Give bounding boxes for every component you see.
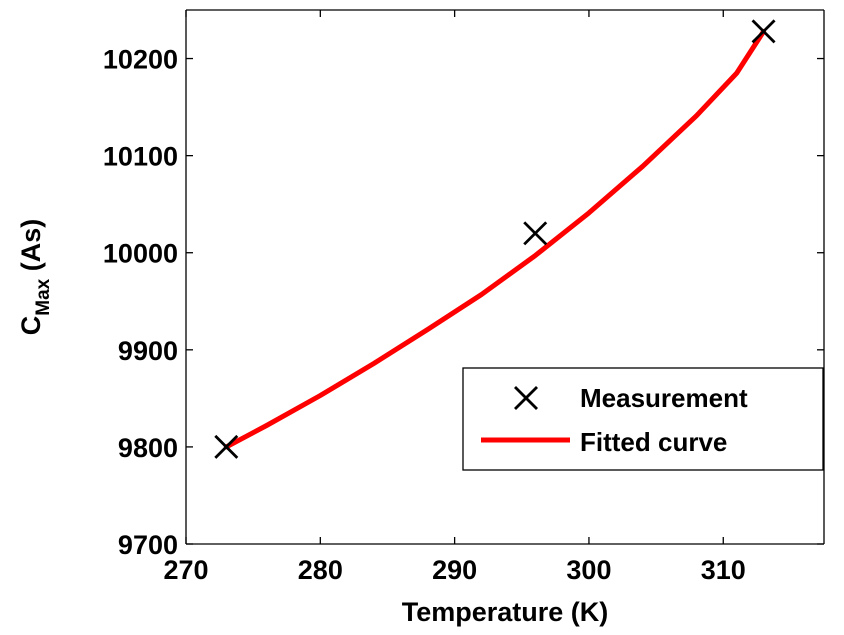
y-axis-title-main: C (16, 316, 46, 336)
legend-marker-measurement (514, 386, 538, 410)
x-tick-label: 270 (163, 555, 208, 585)
legend-label-fitted-curve: Fitted curve (580, 427, 727, 457)
x-tick-label: 280 (298, 555, 343, 585)
legend: Measurement Fitted curve (462, 367, 824, 471)
series-layer (214, 19, 776, 459)
y-axis-title-subscript: Max (33, 278, 54, 315)
fitted-curve-line (223, 28, 767, 450)
legend-box (462, 367, 824, 471)
measurement-point (214, 434, 239, 459)
x-tick-label: 310 (701, 555, 746, 585)
x-tick-label: 290 (432, 555, 477, 585)
y-tick-label: 10000 (103, 239, 178, 269)
y-tick-label: 10200 (103, 45, 178, 75)
legend-label-measurement: Measurement (580, 383, 748, 413)
y-tick-label: 9800 (118, 433, 178, 463)
y-axis-title: CMax (As) (16, 219, 54, 335)
x-axis-ticks: 270 280 290 300 310 (163, 10, 746, 585)
x-tick-label: 300 (566, 555, 611, 585)
measurement-point (523, 221, 548, 246)
y-tick-label: 9700 (118, 530, 178, 560)
y-tick-label: 9900 (118, 336, 178, 366)
y-axis-ticks: 9700 9800 9900 10000 10100 10200 (103, 45, 824, 560)
x-axis-title: Temperature (K) (402, 597, 609, 627)
y-tick-label: 10100 (103, 142, 178, 172)
measurement-point (751, 19, 776, 44)
axes (185, 9, 825, 545)
y-axis-title-unit: (As) (16, 219, 46, 279)
